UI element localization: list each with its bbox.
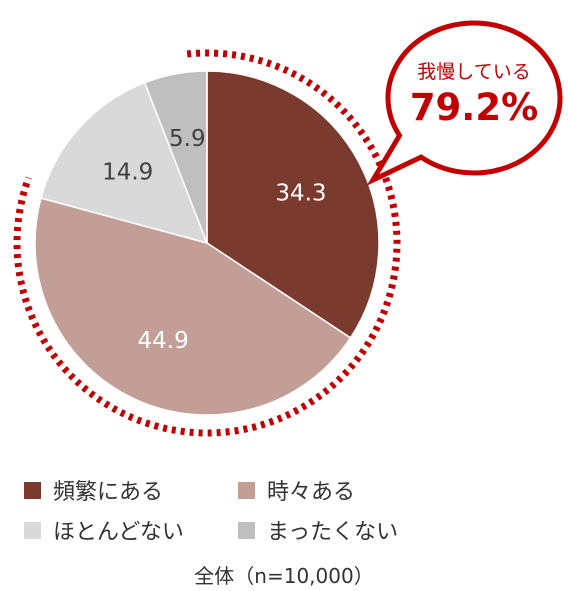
legend-item-sometimes: 時々ある bbox=[238, 474, 355, 506]
legend-item-rarely: ほとんどない bbox=[24, 514, 184, 546]
callout-value: 79.2% bbox=[410, 86, 538, 129]
pie-slice-never bbox=[143, 70, 208, 244]
legend-swatch bbox=[238, 521, 255, 539]
pie-slice-value-label: 14.9 bbox=[102, 160, 153, 186]
pie-chart: 34.3 44.9 14.9 5.9 我慢している 79.2% bbox=[13, 20, 563, 437]
legend-label: 時々ある bbox=[267, 480, 356, 505]
pie-slices bbox=[34, 70, 380, 416]
pie-slice-labels: 34.3 44.9 14.9 5.9 bbox=[102, 126, 326, 354]
legend-swatch bbox=[24, 521, 41, 539]
pie-slice-sometimes bbox=[34, 197, 352, 416]
legend-label: 頻繁にある bbox=[53, 480, 164, 505]
callout-label: 我慢している bbox=[417, 61, 530, 83]
legend-item-never: まったくない bbox=[238, 514, 398, 546]
legend-label: まったくない bbox=[267, 520, 399, 545]
pie-slice-rarely bbox=[40, 81, 209, 245]
pie-slice-value-label: 34.3 bbox=[275, 181, 326, 207]
sample-size-note: 全体（n=10,000） bbox=[194, 564, 374, 588]
legend-label: ほとんどない bbox=[53, 520, 184, 545]
pie-slice-value-label: 5.9 bbox=[169, 126, 206, 152]
pie-slice-value-label: 44.9 bbox=[138, 328, 189, 354]
legend-swatch bbox=[24, 481, 41, 499]
highlight-dotted-arc bbox=[13, 49, 401, 437]
legend-item-frequent: 頻繁にある bbox=[24, 474, 163, 506]
legend-swatch bbox=[238, 481, 255, 499]
callout-bubble bbox=[366, 20, 563, 186]
